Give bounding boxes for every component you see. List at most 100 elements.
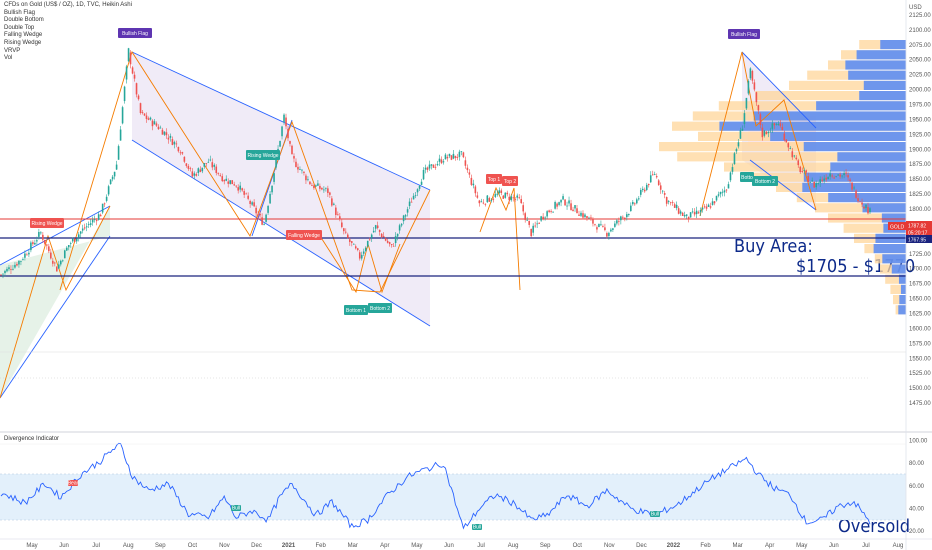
- indicator-item[interactable]: Double Top: [4, 24, 35, 31]
- candle-body: [801, 171, 804, 172]
- price-scale[interactable]: 2125.00 2100.00 2075.00 2050.00 2025.00 2000.…: [909, 13, 931, 407]
- candle-body: [119, 129, 122, 141]
- candle-body: [370, 234, 373, 238]
- candle-body: [460, 151, 463, 153]
- candle-body: [225, 178, 228, 181]
- candle-body: [221, 176, 224, 182]
- candle-body: [626, 214, 628, 218]
- candle-body: [636, 199, 638, 204]
- vp-row-up: [828, 193, 906, 203]
- price-tick-label: 1575.00: [909, 341, 931, 347]
- candle-body: [356, 248, 359, 251]
- candle-body: [201, 167, 204, 172]
- candle-body: [139, 103, 142, 113]
- candle-body: [205, 163, 208, 164]
- time-tick-label: May: [411, 543, 422, 549]
- vp-row-down: [724, 162, 906, 172]
- candle-body: [58, 264, 60, 269]
- candle-body: [717, 194, 720, 196]
- candle-body: [486, 195, 489, 203]
- oscillator-title: Divergence Indicator: [4, 436, 60, 442]
- candle-body: [544, 217, 546, 219]
- candle-body: [32, 242, 34, 245]
- candle-body: [500, 190, 503, 194]
- candle-body: [781, 126, 784, 131]
- price-tick-label: 1800.00: [909, 207, 931, 213]
- candle-body: [372, 230, 375, 233]
- candle-body: [478, 200, 481, 204]
- osc-scale[interactable]: 100.00 80.00 60.00 40.00 20.00: [909, 439, 928, 536]
- candle-body: [145, 115, 148, 119]
- countdown: 05:20:17: [908, 231, 928, 237]
- indicator-item[interactable]: Bullish Flag: [4, 9, 36, 16]
- candle-body: [624, 217, 626, 219]
- candle-body: [715, 195, 718, 201]
- candle-body: [727, 184, 730, 189]
- indicator-item[interactable]: Rising Wedge: [4, 39, 42, 46]
- candle-body: [733, 153, 736, 165]
- candle-body: [751, 71, 754, 81]
- candle-body: [245, 193, 247, 195]
- candle-body: [48, 246, 50, 252]
- candle-body: [143, 113, 146, 116]
- vp-row-up: [859, 91, 906, 101]
- pattern-tag-label: Top 2: [504, 179, 516, 185]
- osc-signal-bg: [231, 505, 241, 511]
- candle-body: [400, 223, 403, 226]
- candle-body: [476, 195, 479, 198]
- indicator-item[interactable]: Vol: [4, 55, 13, 62]
- candle-body: [647, 184, 650, 186]
- candle-body: [227, 181, 230, 184]
- candle-body: [2, 273, 4, 275]
- candle-body: [44, 239, 46, 244]
- candle-body: [510, 196, 513, 201]
- pattern-tags: Rising Wedge Bullish Flag Rising Wedge Fall…: [30, 28, 778, 531]
- candle-body: [574, 205, 576, 209]
- candle-body: [671, 202, 674, 204]
- candle-body: [267, 205, 269, 213]
- candle-body: [187, 166, 190, 169]
- candle-body: [241, 188, 243, 191]
- time-scale[interactable]: May Jun Jul Aug Sep Oct Nov Dec 2021 Feb Mar Apr May…: [26, 543, 903, 549]
- candle-body: [765, 131, 768, 135]
- candle-body: [456, 157, 459, 158]
- candle-body: [566, 205, 568, 207]
- candle-body: [167, 137, 170, 140]
- vp-row-up: [816, 101, 906, 111]
- candle-body: [855, 190, 857, 198]
- candle-body: [468, 172, 471, 175]
- candle-body: [512, 197, 515, 199]
- candle-body: [366, 240, 369, 247]
- indicator-item[interactable]: VRVP: [4, 47, 21, 54]
- candle-body: [195, 174, 198, 176]
- candle-body: [827, 176, 829, 180]
- candle-body: [239, 185, 241, 190]
- candle-body: [14, 264, 16, 268]
- pattern-tag-label: Bottom 1: [346, 308, 366, 314]
- last-price: 1787.82: [908, 224, 926, 230]
- flag-pole-line: [59, 50, 431, 293]
- candle-body: [849, 179, 851, 181]
- indicator-item[interactable]: Falling Wedge: [4, 32, 43, 39]
- candle-body: [552, 211, 554, 213]
- candle-body: [683, 215, 686, 217]
- candle-body: [612, 228, 614, 230]
- candle-body: [859, 201, 861, 203]
- vp-row-up: [803, 142, 906, 152]
- candle-body: [257, 214, 259, 215]
- candle-body: [209, 159, 212, 161]
- candle-body: [657, 180, 660, 185]
- candle-body: [147, 118, 150, 120]
- candle-body: [8, 267, 10, 270]
- candle-body: [516, 195, 519, 198]
- candle-body: [253, 202, 255, 207]
- candle-body: [622, 216, 624, 218]
- candle-body: [693, 212, 696, 215]
- candle-body: [466, 167, 469, 171]
- vp-row-up: [863, 80, 906, 90]
- indicator-item[interactable]: Double Bottom: [4, 17, 44, 24]
- candle-body: [440, 159, 443, 164]
- candle-body: [522, 205, 524, 212]
- candle-body: [444, 154, 447, 160]
